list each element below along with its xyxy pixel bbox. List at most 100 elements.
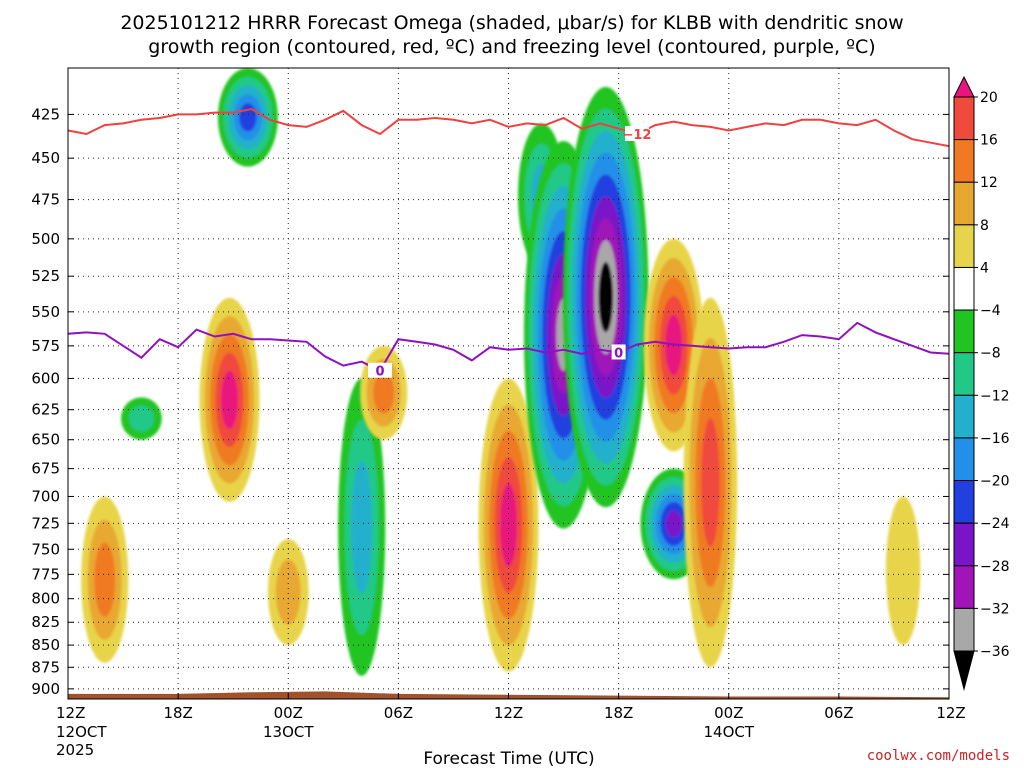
colorbar-segment [953, 266, 975, 311]
y-tick-label: 600 [31, 369, 60, 387]
colorbar-segment [953, 309, 975, 354]
x-tick-date-label: 13OCT [263, 723, 314, 741]
colorbar-segment [953, 181, 975, 226]
omega-cell [562, 86, 649, 508]
freezing-contour-label-bg [368, 362, 393, 378]
colorbar-segment [953, 437, 975, 482]
omega-shading [81, 68, 921, 676]
x-tick-label: 12Z [936, 704, 965, 722]
dgz-contour-line [68, 107, 949, 148]
omega-cell [121, 397, 162, 440]
omega-cell-level [94, 542, 116, 617]
colorbar-segment [953, 96, 975, 141]
colorbar-label: −28 [980, 559, 1010, 575]
colorbar-label: −12 [980, 388, 1010, 404]
dgz-contour-label: −12 [622, 128, 651, 143]
y-tick-label: 625 [31, 401, 60, 419]
y-tick-label: 875 [31, 658, 60, 676]
y-tick-label: 650 [31, 431, 60, 449]
omega-cell-level [239, 103, 257, 132]
colorbar-segment [953, 394, 975, 439]
chart-title-line2: growth region (contoured, red, ºC) and f… [148, 36, 875, 58]
x-tick-label: 00Z [714, 704, 743, 722]
y-tick-label: 900 [31, 680, 60, 698]
omega-cell-level [665, 510, 682, 538]
y-axis: 425 450 475 500 525 550 575 600 625 650 675 700 725 7… [31, 105, 949, 698]
omega-cell [338, 378, 386, 676]
colorbar-label: −4 [980, 303, 1001, 319]
omega-cell [267, 538, 309, 646]
y-tick-label: 425 [31, 105, 60, 123]
y-tick-label: 675 [31, 460, 60, 478]
omega-cell [683, 297, 738, 668]
omega-cell-level [598, 262, 613, 333]
colorbar: 20 16 12 8 4 −4 −8 −12 −16 −20 −24 −28 −32 −36 [953, 75, 1010, 691]
y-tick-label: 700 [31, 487, 60, 505]
colorbar-label: 8 [980, 218, 989, 234]
colorbar-label: 12 [980, 175, 998, 191]
y-tick-label: 725 [31, 514, 60, 532]
freezing-contour-line [68, 321, 949, 373]
y-tick-label: 800 [31, 590, 60, 608]
colorbar-segment [953, 480, 975, 524]
freezing-contour-label-bg [611, 344, 626, 360]
y-tick-label: 475 [31, 191, 60, 209]
colorbar-segment [953, 607, 975, 652]
x-tick-label: 12Z [56, 704, 85, 722]
colorbar-segment [953, 565, 975, 609]
credit-text: coolwx.com/models [867, 748, 1010, 764]
omega-cell-level [373, 371, 395, 414]
colorbar-segment [953, 139, 975, 183]
colorbar-label: 16 [980, 133, 998, 149]
colorbar-label: 4 [980, 260, 989, 276]
omega-cell [217, 68, 278, 167]
omega-cell [199, 297, 260, 502]
y-tick-label: 825 [31, 613, 60, 631]
colorbar-label: −16 [980, 431, 1010, 447]
colorbar-label: −20 [980, 474, 1010, 490]
y-tick-label: 450 [31, 149, 60, 167]
x-tick-label: 00Z [274, 704, 303, 722]
omega-cell [81, 496, 129, 663]
x-tick-date-label: 12OCT [56, 723, 107, 741]
grid-lines [68, 68, 949, 699]
colorbar-label: −24 [980, 516, 1010, 532]
freezing-contour-label: 0 [614, 346, 623, 361]
colorbar-segment [953, 224, 975, 268]
colorbar-label: −8 [980, 346, 1001, 362]
y-tick-label: 850 [31, 636, 60, 654]
omega-cell [885, 496, 921, 646]
colorbar-label: −32 [980, 601, 1010, 617]
y-tick-label: 550 [31, 303, 60, 321]
colorbar-top-arrow [953, 75, 975, 98]
omega-cell-level [220, 370, 239, 429]
omega-cell-level [499, 483, 518, 567]
x-tick-date-label: 14OCT [703, 723, 754, 741]
omega-cell-level [701, 418, 720, 547]
dgz-contour-label-bg [624, 125, 649, 141]
omega-cell-level [275, 559, 301, 625]
colorbar-segment [953, 522, 975, 567]
omega-cell-level [885, 496, 921, 646]
x-tick-label: 06Z [824, 704, 853, 722]
colorbar-segment [953, 352, 975, 396]
chart-title-line1: 2025101212 HRRR Forecast Omega (shaded, … [120, 12, 903, 34]
y-tick-label: 500 [31, 230, 60, 248]
omega-cell [360, 345, 408, 440]
freezing-contour-label: 0 [375, 365, 384, 380]
x-tick-label: 12Z [494, 704, 523, 722]
y-tick-label: 525 [31, 267, 60, 285]
y-tick-label: 575 [31, 337, 60, 355]
omega-cell-level [128, 405, 154, 432]
x-tick-label: 18Z [604, 704, 633, 722]
colorbar-label: −36 [980, 644, 1010, 660]
contour-layer: −12 0 0 [68, 107, 949, 380]
x-axis-label: Forecast Time (UTC) [423, 749, 594, 768]
colorbar-label: 20 [980, 90, 998, 106]
omega-cell-level [351, 461, 373, 594]
x-tick-year-label: 2025 [56, 741, 94, 759]
y-tick-label: 775 [31, 565, 60, 583]
x-tick-label: 06Z [384, 704, 413, 722]
